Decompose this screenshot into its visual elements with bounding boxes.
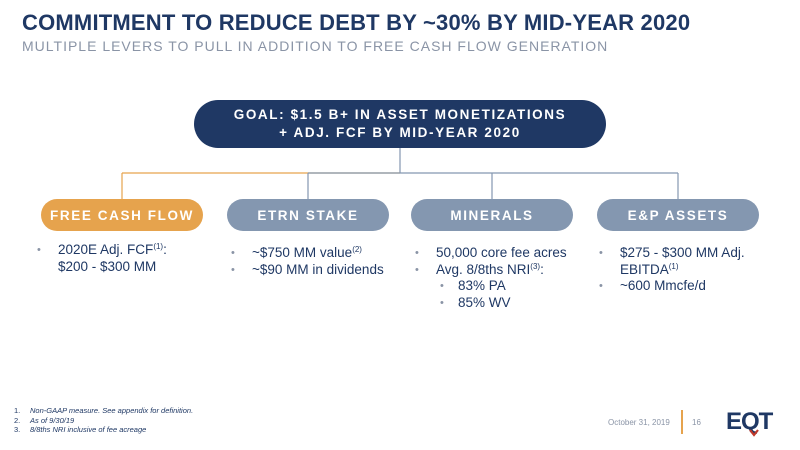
- lever-minerals: MINERALS: [411, 199, 573, 231]
- list-item: $200 - $300 MM: [58, 258, 157, 274]
- list-item: ~600 Mmcfe/d: [598, 278, 745, 295]
- list-item: ~$90 MM in dividends: [230, 262, 384, 279]
- list-item: 85% WV: [414, 295, 567, 312]
- minerals-bullet-list: 50,000 core fee acres Avg. 8/8ths NRI(3)…: [414, 245, 567, 311]
- lever-free-cash-flow: FREE CASH FLOW: [41, 199, 203, 231]
- footer-divider: [681, 410, 683, 434]
- footnote: 3. 8/8ths NRI inclusive of fee acreage: [14, 425, 147, 434]
- list-item: 50,000 core fee acres: [414, 245, 567, 262]
- list-item: $275 - $300 MM Adj.: [598, 245, 745, 262]
- list-item: 83% PA: [414, 278, 567, 295]
- etrn-bullet-list: ~$750 MM value(2) ~$90 MM in dividends: [230, 245, 384, 278]
- page-title: COMMITMENT TO REDUCE DEBT BY ~30% BY MID…: [22, 10, 691, 35]
- page-subtitle: MULTIPLE LEVERS TO PULL IN ADDITION TO F…: [22, 38, 609, 54]
- goal-line-1: GOAL: $1.5 B+ IN ASSET MONETIZATIONS: [233, 107, 567, 122]
- footnote: 2. As of 9/30/19: [14, 415, 75, 425]
- eqt-logo: EQT: [726, 408, 775, 437]
- list-item: ~$750 MM value(2): [230, 245, 384, 262]
- page-number: 16: [692, 418, 701, 427]
- footnote: 1. Non-GAAP measure. See appendix for def…: [14, 406, 194, 415]
- lever-etrn-stake: ETRN STAKE: [227, 199, 389, 231]
- lever-ep-assets: E&P ASSETS: [597, 199, 759, 231]
- goal-box: GOAL: $1.5 B+ IN ASSET MONETIZATIONS + A…: [194, 100, 606, 148]
- list-item: EBITDA(1): [620, 261, 679, 277]
- footnotes: 1. Non-GAAP measure. See appendix for def…: [14, 406, 193, 435]
- fcf-bullet-list: 2020E Adj. FCF(1): $200 - $300 MM: [36, 242, 167, 275]
- goal-line-2: + ADJ. FCF BY MID-YEAR 2020: [279, 125, 521, 140]
- list-item: Avg. 8/8ths NRI(3):: [414, 262, 567, 279]
- footer-date: October 31, 2019: [608, 418, 670, 427]
- ep-bullet-list: $275 - $300 MM Adj. EBITDA(1) ~600 Mmcfe…: [598, 245, 745, 295]
- list-item: 2020E Adj. FCF(1):: [36, 242, 167, 259]
